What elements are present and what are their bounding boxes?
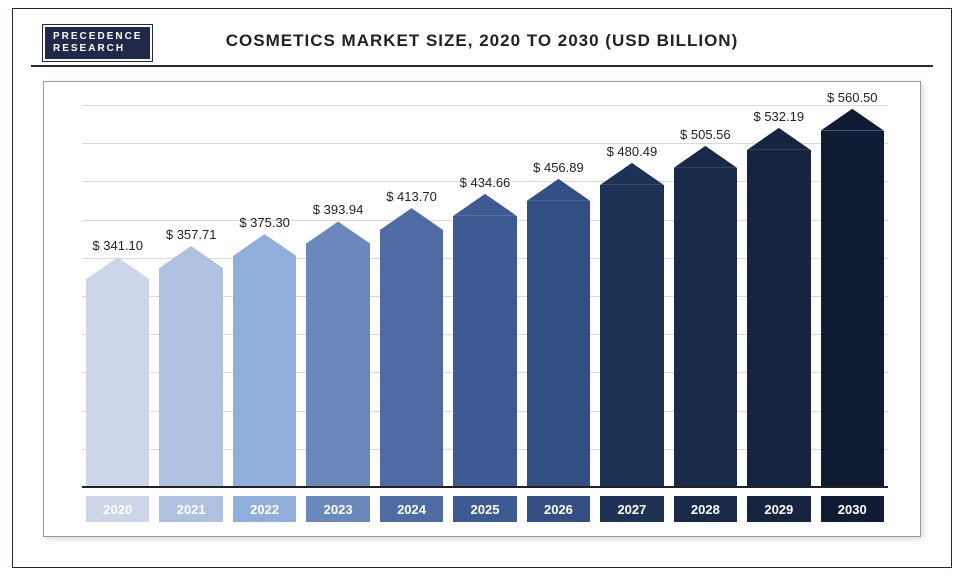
- x-axis-label: 2029: [747, 496, 810, 522]
- bar: [527, 179, 590, 488]
- bar-body: [674, 168, 737, 488]
- bar-value-label: $ 456.89: [533, 160, 584, 175]
- bar-body: [380, 230, 443, 488]
- bar-tip: [306, 221, 369, 243]
- bar-slot: $ 357.71: [159, 106, 222, 488]
- x-axis-label: 2020: [86, 496, 149, 522]
- bar-value-label: $ 393.94: [313, 202, 364, 217]
- bar-slot: $ 560.50: [821, 106, 884, 488]
- bar: [380, 208, 443, 488]
- outer-frame: PRECEDENCE RESEARCH COSMETICS MARKET SIZ…: [12, 8, 952, 568]
- bar-value-label: $ 480.49: [607, 144, 658, 159]
- bar-value-label: $ 532.19: [753, 109, 804, 124]
- bar: [453, 194, 516, 488]
- x-axis-label: 2026: [527, 496, 590, 522]
- bar-value-label: $ 413.70: [386, 189, 437, 204]
- baseline: [82, 486, 888, 488]
- x-axis-label: 2024: [380, 496, 443, 522]
- bar-tip: [747, 128, 810, 150]
- plot-area: $ 341.10 $ 357.71 $ 375.30 $ 393.94 $ 413.70…: [82, 106, 888, 488]
- x-axis-label: 2025: [453, 496, 516, 522]
- bar-body: [233, 256, 296, 488]
- bar: [159, 246, 222, 488]
- bar: [233, 234, 296, 488]
- bar-value-label: $ 560.50: [827, 90, 878, 105]
- x-axis-label: 2023: [306, 496, 369, 522]
- chart-title: COSMETICS MARKET SIZE, 2020 TO 2030 (USD…: [13, 31, 951, 51]
- bar-tip: [233, 234, 296, 256]
- x-axis: 2020 2021 2022 2023 2024 2025 2026 2027 2028 2029…: [82, 496, 888, 522]
- x-axis-label: 2030: [821, 496, 884, 522]
- bar-body: [600, 185, 663, 488]
- bar-value-label: $ 434.66: [460, 175, 511, 190]
- bar-slot: $ 456.89: [527, 106, 590, 488]
- bar-slot: $ 505.56: [674, 106, 737, 488]
- bar-value-label: $ 505.56: [680, 127, 731, 142]
- bar: [821, 109, 884, 488]
- x-axis-label: 2021: [159, 496, 222, 522]
- bar: [674, 146, 737, 488]
- bar-body: [821, 131, 884, 488]
- bar-tip: [600, 163, 663, 185]
- bar-tip: [821, 109, 884, 131]
- bar-value-label: $ 357.71: [166, 227, 217, 242]
- bar: [600, 163, 663, 488]
- bar-tip: [380, 208, 443, 230]
- chart-box: $ 341.10 $ 357.71 $ 375.30 $ 393.94 $ 413.70…: [43, 81, 921, 537]
- bar-slot: $ 413.70: [380, 106, 443, 488]
- bar: [306, 221, 369, 488]
- bar-slot: $ 375.30: [233, 106, 296, 488]
- bar-slot: $ 393.94: [306, 106, 369, 488]
- x-axis-label: 2022: [233, 496, 296, 522]
- bar-tip: [674, 146, 737, 168]
- bar-value-label: $ 341.10: [92, 238, 143, 253]
- bar-body: [86, 279, 149, 488]
- bar: [747, 128, 810, 488]
- bar-tip: [86, 257, 149, 279]
- bar-slot: $ 341.10: [86, 106, 149, 488]
- bar-body: [747, 150, 810, 488]
- bar-tip: [159, 246, 222, 268]
- title-underline: [31, 65, 933, 67]
- bar-body: [453, 216, 516, 488]
- bar-value-label: $ 375.30: [239, 215, 290, 230]
- bar-tip: [527, 179, 590, 201]
- x-axis-label: 2028: [674, 496, 737, 522]
- bar-slot: $ 434.66: [453, 106, 516, 488]
- bar-slot: $ 480.49: [600, 106, 663, 488]
- bar-body: [306, 243, 369, 488]
- bar-tip: [453, 194, 516, 216]
- x-axis-label: 2027: [600, 496, 663, 522]
- bar: [86, 257, 149, 488]
- bars-container: $ 341.10 $ 357.71 $ 375.30 $ 393.94 $ 413.70…: [82, 106, 888, 488]
- bar-body: [159, 268, 222, 488]
- bar-body: [527, 201, 590, 488]
- bar-slot: $ 532.19: [747, 106, 810, 488]
